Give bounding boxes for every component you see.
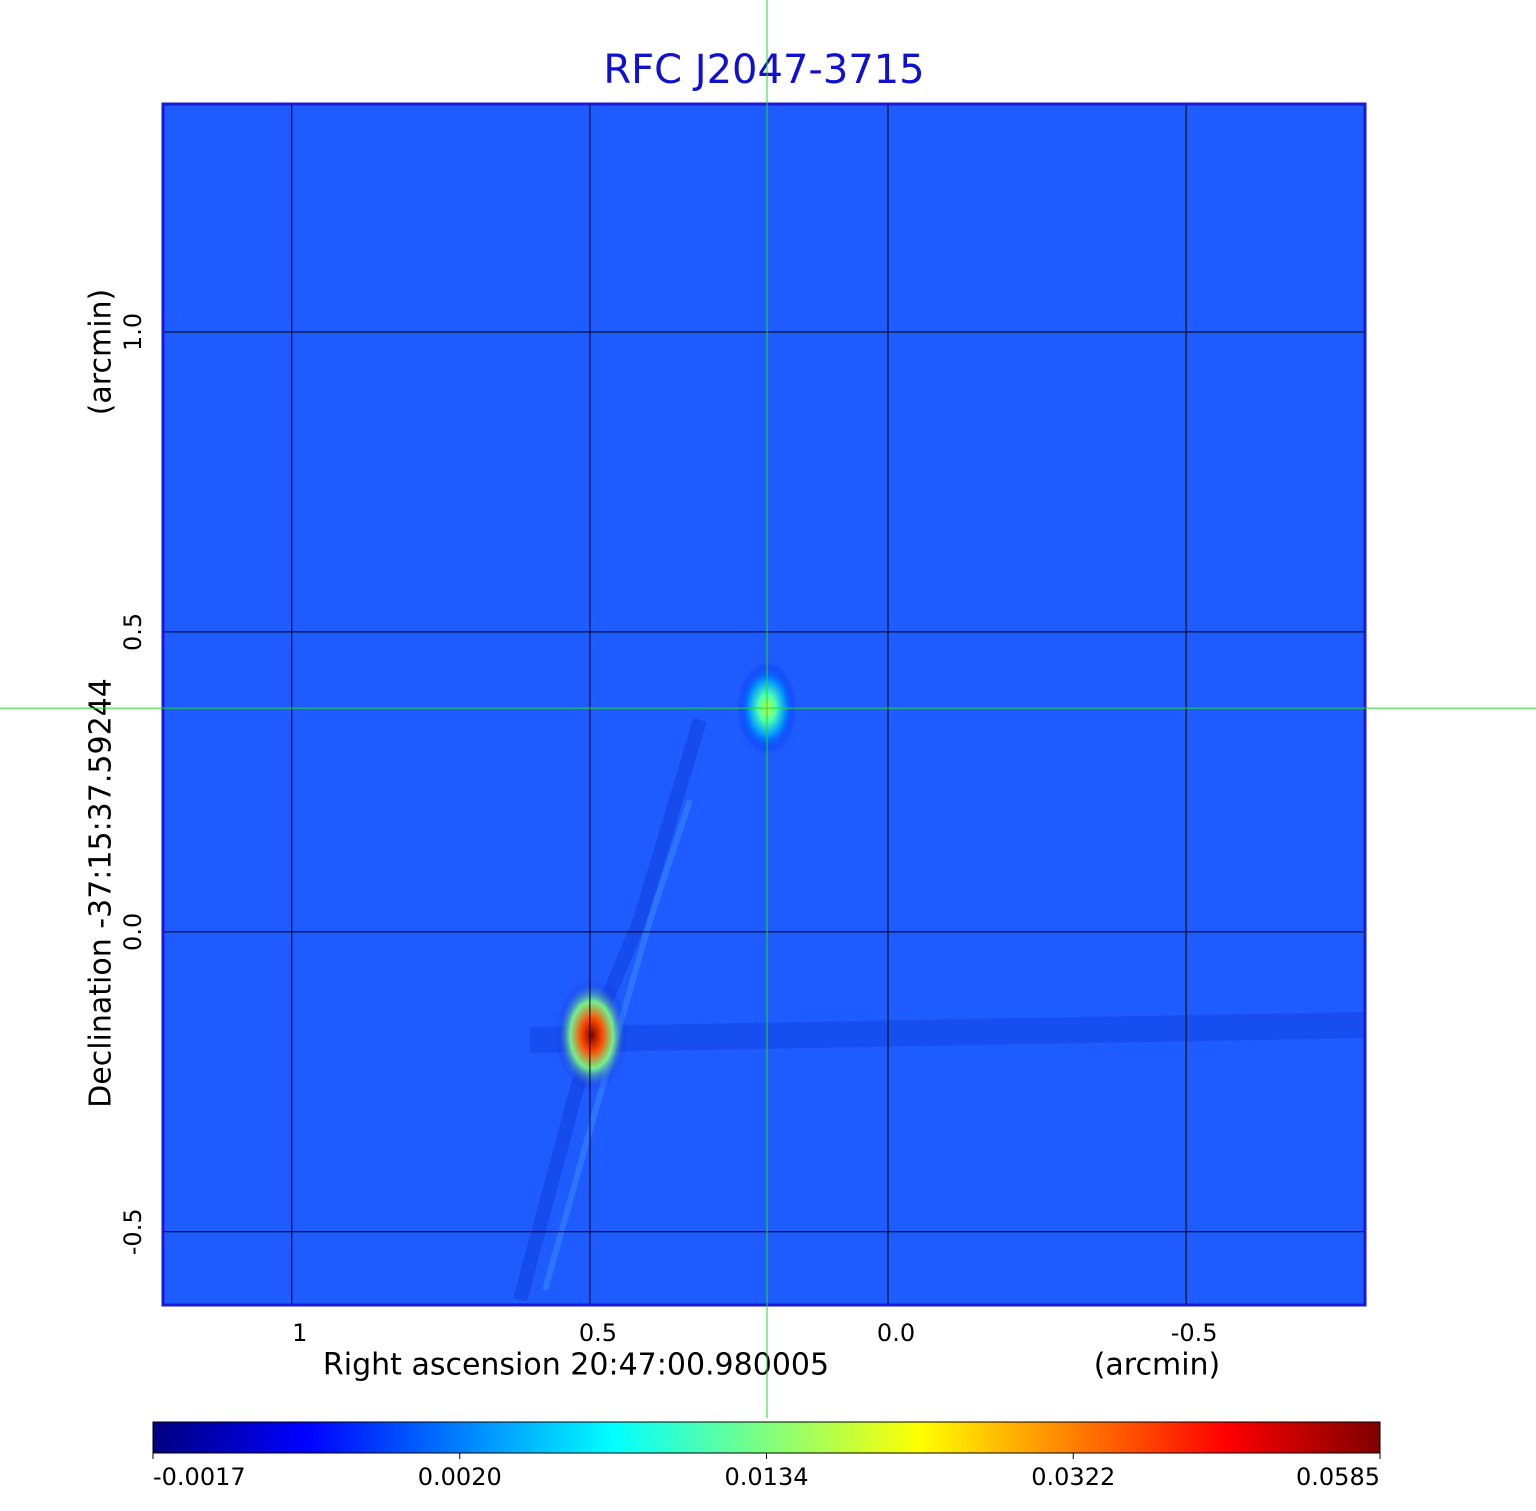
colorbar-tick-label: 0.0134 bbox=[725, 1463, 809, 1491]
y-axis-unit: (arcmin) bbox=[84, 289, 119, 416]
colorbar-tick-label: 0.0322 bbox=[1031, 1463, 1115, 1491]
x-tick-label: 1 bbox=[292, 1319, 307, 1347]
source bbox=[555, 979, 628, 1092]
y-tick-label: -0.5 bbox=[119, 1208, 147, 1255]
y-tick-label: 1.0 bbox=[119, 313, 147, 351]
colorbar bbox=[152, 1421, 1381, 1454]
colorbar-tick-label: 0.0585 bbox=[1296, 1463, 1380, 1491]
image-layer bbox=[513, 661, 1365, 1302]
chart-title: RFC J2047-3715 bbox=[603, 47, 924, 93]
x-tick-label: 0.5 bbox=[579, 1319, 617, 1347]
x-axis-unit: (arcmin) bbox=[1094, 1348, 1221, 1383]
x-axis-label: Right ascension 20:47:00.980005 bbox=[323, 1348, 829, 1383]
x-tick-label: 0.0 bbox=[877, 1319, 915, 1347]
colorbar-tick-label: 0.0020 bbox=[418, 1463, 502, 1491]
y-axis-label: Declination -37:15:37.59244 bbox=[84, 678, 119, 1108]
streak bbox=[513, 717, 707, 1302]
y-tick-label: 0.5 bbox=[119, 613, 147, 651]
colorbar-tick-label: -0.0017 bbox=[153, 1463, 246, 1491]
x-tick-label: -0.5 bbox=[1171, 1319, 1218, 1347]
plot-frame bbox=[161, 102, 1367, 1307]
y-tick-label: 0.0 bbox=[119, 913, 147, 951]
streak bbox=[529, 1012, 1365, 1053]
